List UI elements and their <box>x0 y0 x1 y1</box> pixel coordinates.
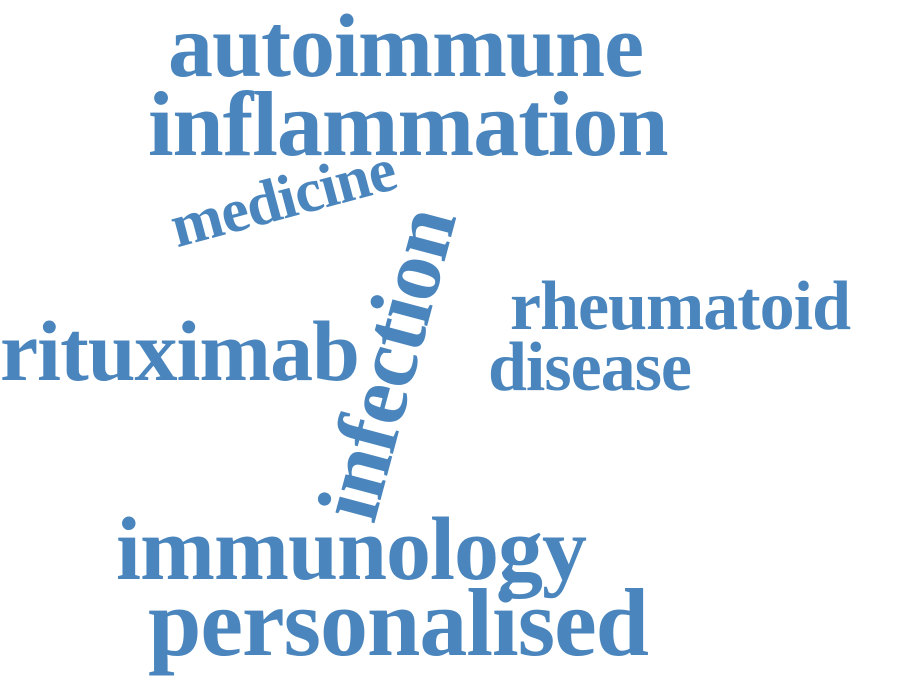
word-personalised: personalised <box>148 569 649 676</box>
word-inflammation: inflammation <box>148 73 669 175</box>
word-autoimmune: autoimmune <box>168 0 644 96</box>
word-disease: disease <box>488 329 692 406</box>
word-immunology: immunology <box>116 500 587 599</box>
word-rituximab: rituximab <box>0 303 360 399</box>
word-rheumatoid: rheumatoid <box>510 268 851 345</box>
